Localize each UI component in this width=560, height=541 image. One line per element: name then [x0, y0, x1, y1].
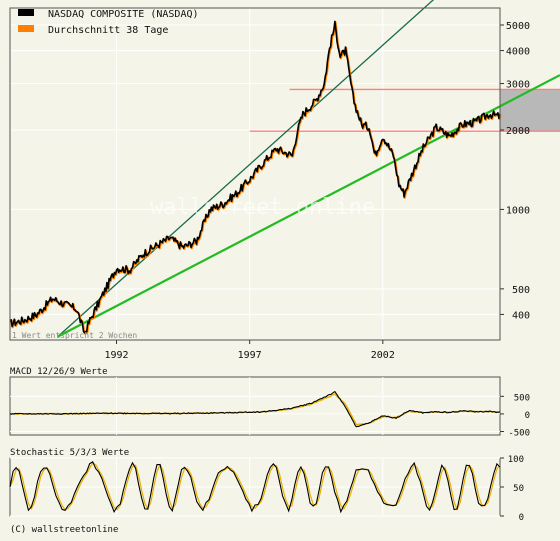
- resolution-note: 1 Wert entspricht 2 Wochen: [12, 331, 137, 340]
- y-tick-label: 500: [512, 285, 530, 296]
- y-tick-label: 5000: [506, 21, 530, 32]
- stochastic-k-line: [9, 460, 501, 514]
- legend-label-ma: Durchschnitt 38 Tage: [48, 25, 168, 36]
- stochastic-title: Stochastic 5/3/3 Werte: [10, 448, 129, 458]
- macd-tick-label: 0: [525, 411, 530, 421]
- watermark: wallstreet online: [150, 195, 375, 220]
- legend-swatch-price: [18, 9, 34, 16]
- stochastic-d-line: [9, 462, 501, 511]
- y-tick-label: 3000: [506, 80, 530, 91]
- stochastic-series: [9, 460, 501, 514]
- y-tick-label: 2000: [506, 126, 530, 137]
- price-series: [9, 20, 501, 334]
- price-grid: [10, 8, 500, 340]
- macd-line: [9, 390, 500, 428]
- stochastic-tick-label: 100: [508, 455, 524, 465]
- y-tick-label: 400: [512, 310, 530, 321]
- stochastic-tick-label: 0: [519, 513, 524, 523]
- legend-label-price: NASDAQ COMPOSITE (NASDAQ): [48, 9, 199, 20]
- price-line: [9, 20, 501, 334]
- macd-y-axis: 500 0 -500: [500, 393, 530, 438]
- price-y-axis: 400 500 1000 2000 3000 4000 5000: [500, 21, 530, 321]
- x-axis: 1992 1997 2002: [104, 340, 395, 361]
- legend: NASDAQ COMPOSITE (NASDAQ) Durchschnitt 3…: [18, 9, 199, 36]
- macd-title: MACD 12/26/9 Werte: [10, 367, 108, 377]
- x-tick-label: 2002: [371, 350, 395, 361]
- trend-line-long: [57, 74, 560, 338]
- resistance-band: [249, 88, 560, 132]
- y-tick-label: 1000: [506, 205, 530, 216]
- macd-series: [9, 390, 500, 428]
- copyright: (C) wallstreetonline: [10, 525, 118, 535]
- macd-tick-label: -500: [508, 428, 530, 438]
- macd-tick-label: 500: [514, 393, 530, 403]
- x-tick-label: 1992: [104, 350, 128, 361]
- band-fill: [500, 89, 560, 132]
- x-tick-label: 1997: [238, 350, 262, 361]
- y-tick-label: 4000: [506, 47, 530, 58]
- legend-swatch-ma: [18, 25, 34, 32]
- stochastic-panel: Stochastic 5/3/3 Werte 100 50 0: [9, 448, 524, 523]
- macd-panel: MACD 12/26/9 Werte 500 0 -500: [9, 367, 530, 438]
- stochastic-tick-label: 50: [513, 484, 524, 494]
- stochastic-grid: [10, 457, 500, 517]
- macd-panel-border: [9, 376, 501, 436]
- price-panel-border: [9, 7, 501, 341]
- stochastic-y-axis: 100 50 0: [500, 455, 524, 523]
